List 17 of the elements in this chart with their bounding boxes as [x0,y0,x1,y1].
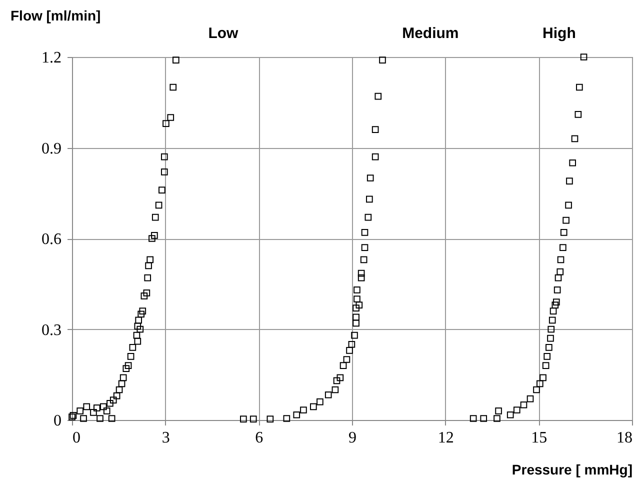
y-tick-label: 0.9 [42,140,62,158]
x-tick-label: 6 [255,430,264,446]
text: Low [208,25,239,42]
text: High [542,25,576,42]
x-tick-label: 12 [438,430,454,446]
y-tick-label: 0 [54,412,62,430]
y-tick-label: 0.3 [42,322,62,339]
x-axis-title: Pressure [ mmHg] [512,462,632,478]
x-tick-label: 9 [348,430,356,446]
text: Medium [402,25,459,42]
x-tick-label: 3 [162,430,170,446]
x-tick-label: 18 [616,430,632,446]
y-tick-label: 1.2 [42,50,62,66]
x-tick-label: 15 [531,430,548,446]
y-tick-label: 0.6 [42,231,62,248]
x-tick-label: 0 [72,430,80,446]
y-axis-title: Flow [ml/min] [10,8,101,24]
